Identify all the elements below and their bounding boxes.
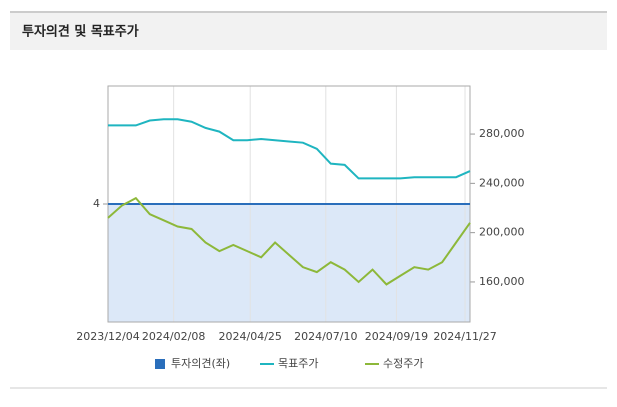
header-bar [10,13,607,50]
legend-swatch [155,359,165,369]
series-line [107,196,471,286]
x-tick-label: 2024/04/25 [219,330,282,343]
y2-tick-label: 160,000 [479,275,525,288]
legend-label: 목표주가 [278,357,318,370]
x-tick-label: 2023/12/04 [76,330,139,343]
x-tick-label: 2024/07/10 [294,330,357,343]
opinion-area [108,204,470,322]
y2-tick-label: 240,000 [479,176,525,189]
chart-title: 투자의견 및 목표주가 [22,24,139,40]
x-tick-label: 2024/02/08 [142,330,205,343]
legend-label: 투자의견(좌) [171,357,230,370]
x-tick-label: 2024/09/19 [365,330,428,343]
y2-tick-label: 280,000 [479,127,525,140]
y2-tick-label: 200,000 [479,226,525,239]
x-tick-label: 2024/11/27 [433,330,496,343]
y-tick-label: 4 [93,197,100,210]
legend-label: 수정주가 [383,357,423,370]
series-line [108,118,471,180]
